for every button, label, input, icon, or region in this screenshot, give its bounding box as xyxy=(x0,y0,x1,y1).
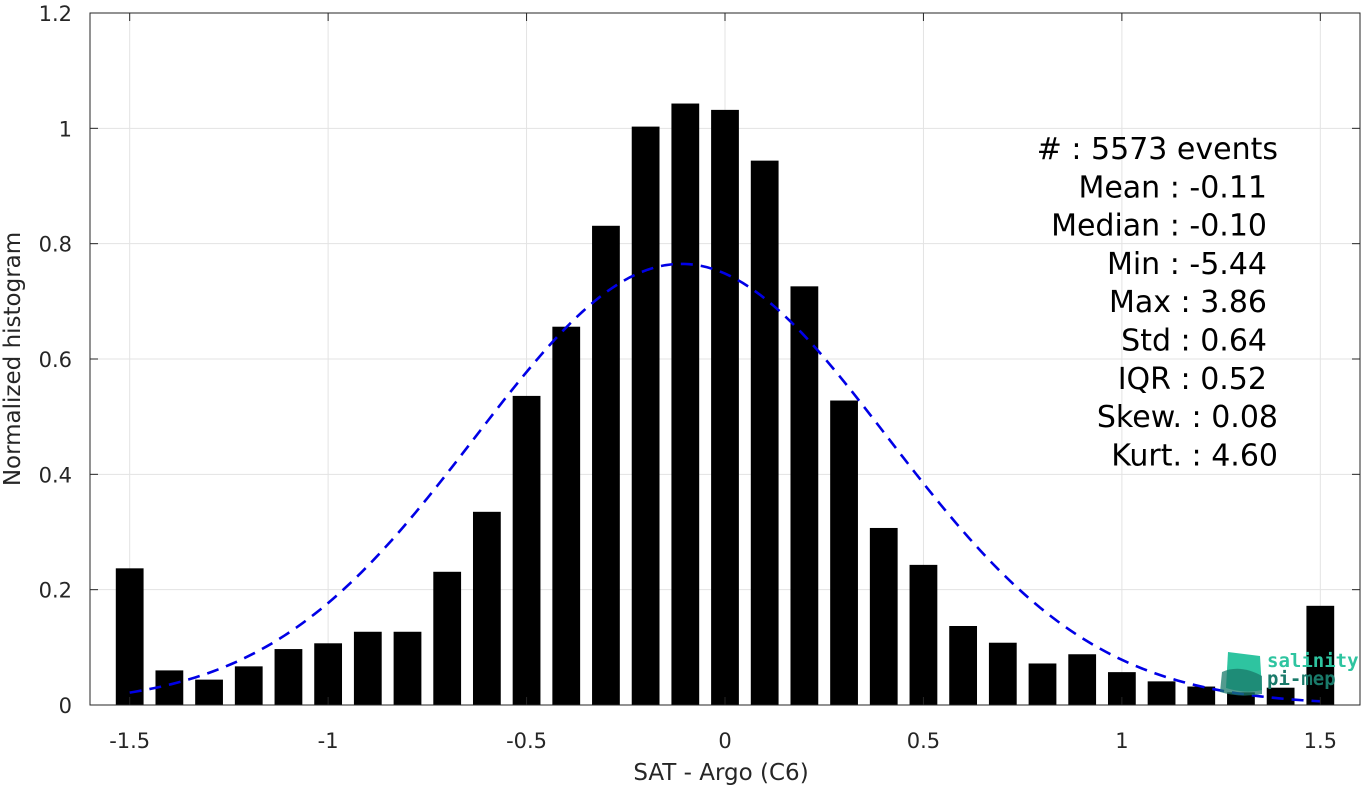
histogram-bar xyxy=(1266,687,1295,705)
histogram-bar xyxy=(274,649,303,705)
stat-line: Std : 0.64 xyxy=(1121,324,1267,359)
histogram-bars xyxy=(115,103,1335,706)
histogram-bar xyxy=(552,326,581,705)
histogram-bar xyxy=(711,109,739,705)
histogram-bar xyxy=(750,160,779,706)
logo-line2: pi-mep xyxy=(1267,668,1336,690)
stat-line: Max : 3.86 xyxy=(1109,285,1267,320)
histogram-bar xyxy=(115,568,144,705)
histogram-bar xyxy=(592,225,620,706)
y-tick-label: 1 xyxy=(59,117,72,141)
histogram-bar xyxy=(512,395,541,705)
y-tick-label: 1.2 xyxy=(39,2,72,26)
logo-emblem-icon xyxy=(1220,652,1262,696)
histogram-bar xyxy=(949,625,978,705)
histogram-bar xyxy=(869,527,898,705)
x-tick-label: -1 xyxy=(318,729,339,753)
histogram-bar xyxy=(790,286,819,705)
histogram-bar xyxy=(353,631,382,705)
histogram-bar xyxy=(988,642,1017,705)
x-axis-label: SAT - Argo (C6) xyxy=(633,760,808,786)
y-tick-label: 0.6 xyxy=(39,348,72,372)
histogram-bar xyxy=(631,126,660,705)
histogram-bar xyxy=(472,511,501,705)
histogram-bar xyxy=(909,564,938,705)
histogram-bar xyxy=(671,103,700,705)
histogram-bar xyxy=(195,679,223,705)
x-tick-label: 1.5 xyxy=(1304,729,1337,753)
x-tick-label: 0 xyxy=(718,729,731,753)
y-tick-label: 0.4 xyxy=(39,463,72,487)
histogram-bar xyxy=(234,666,263,705)
histogram-bar xyxy=(1028,663,1057,705)
histogram-bar xyxy=(1147,681,1176,705)
y-tick-label: 0.8 xyxy=(39,233,72,257)
stat-line: Mean : -0.11 xyxy=(1078,170,1267,205)
y-tick-label: 0.2 xyxy=(39,579,72,603)
gaussian-fit-curve xyxy=(129,262,1321,703)
y-axis-ticks: 0 0.2 0.4 0.6 0.8 1 1.2 xyxy=(39,2,1360,718)
y-axis-label: Normalized histogram xyxy=(0,232,26,486)
stat-line: IQR : 0.52 xyxy=(1118,362,1267,397)
stat-line: Skew. : 0.08 xyxy=(1097,400,1278,435)
histogram-bar xyxy=(1068,654,1097,705)
x-tick-label: -0.5 xyxy=(506,729,547,753)
x-tick-label: -1.5 xyxy=(109,729,150,753)
x-axis-ticks: -1.5 -1 -0.5 0 0.5 1 1.5 xyxy=(109,13,1337,753)
histogram-bar xyxy=(1187,686,1216,705)
stat-line: Median : -0.10 xyxy=(1051,209,1267,244)
y-tick-label: 0 xyxy=(59,694,72,718)
histogram-bar xyxy=(830,400,858,705)
x-tick-label: 0.5 xyxy=(907,729,940,753)
salinity-pimep-logo: salinity pi-mep xyxy=(1220,650,1359,696)
histogram-bar xyxy=(314,643,343,705)
histogram-bar xyxy=(1306,605,1335,705)
x-tick-label: 1 xyxy=(1115,729,1128,753)
stat-line: Kurt. : 4.60 xyxy=(1111,438,1278,473)
stat-line: # : 5573 events xyxy=(1037,132,1278,167)
logo-line1: salinity xyxy=(1267,650,1359,672)
histogram-bar xyxy=(393,631,422,705)
stat-line: Min : -5.44 xyxy=(1107,247,1267,282)
histogram-bar xyxy=(433,571,462,705)
